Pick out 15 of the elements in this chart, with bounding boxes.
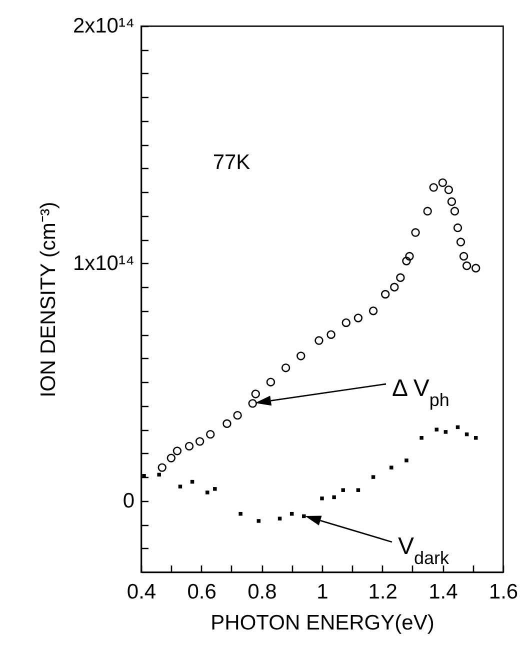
x-tick-label: 0.4 [126,580,156,604]
x-tick-label: 1.2 [368,580,398,604]
y-tick-label: 2x10¹⁴ [72,14,134,38]
y-axis-title: ION DENSITY (cm⁻³) [36,202,60,398]
x-tick-label: 1.4 [428,580,458,604]
y-tick-label: 1x10¹⁴ [72,252,134,275]
annotation: Δ V$_{ph}$ [392,375,450,410]
annotation: V$_{dark}$ [398,533,450,568]
x-tick-label: 0.8 [248,580,277,604]
x-tick-label: 1 [316,580,328,604]
y-tick-label: 0 [122,489,134,512]
x-tick-label: 0.6 [187,580,216,604]
x-tick-label: 1.6 [488,580,518,604]
annotation: 77K [212,151,250,174]
x-axis-title: PHOTON ENERGY(eV) [210,612,434,634]
